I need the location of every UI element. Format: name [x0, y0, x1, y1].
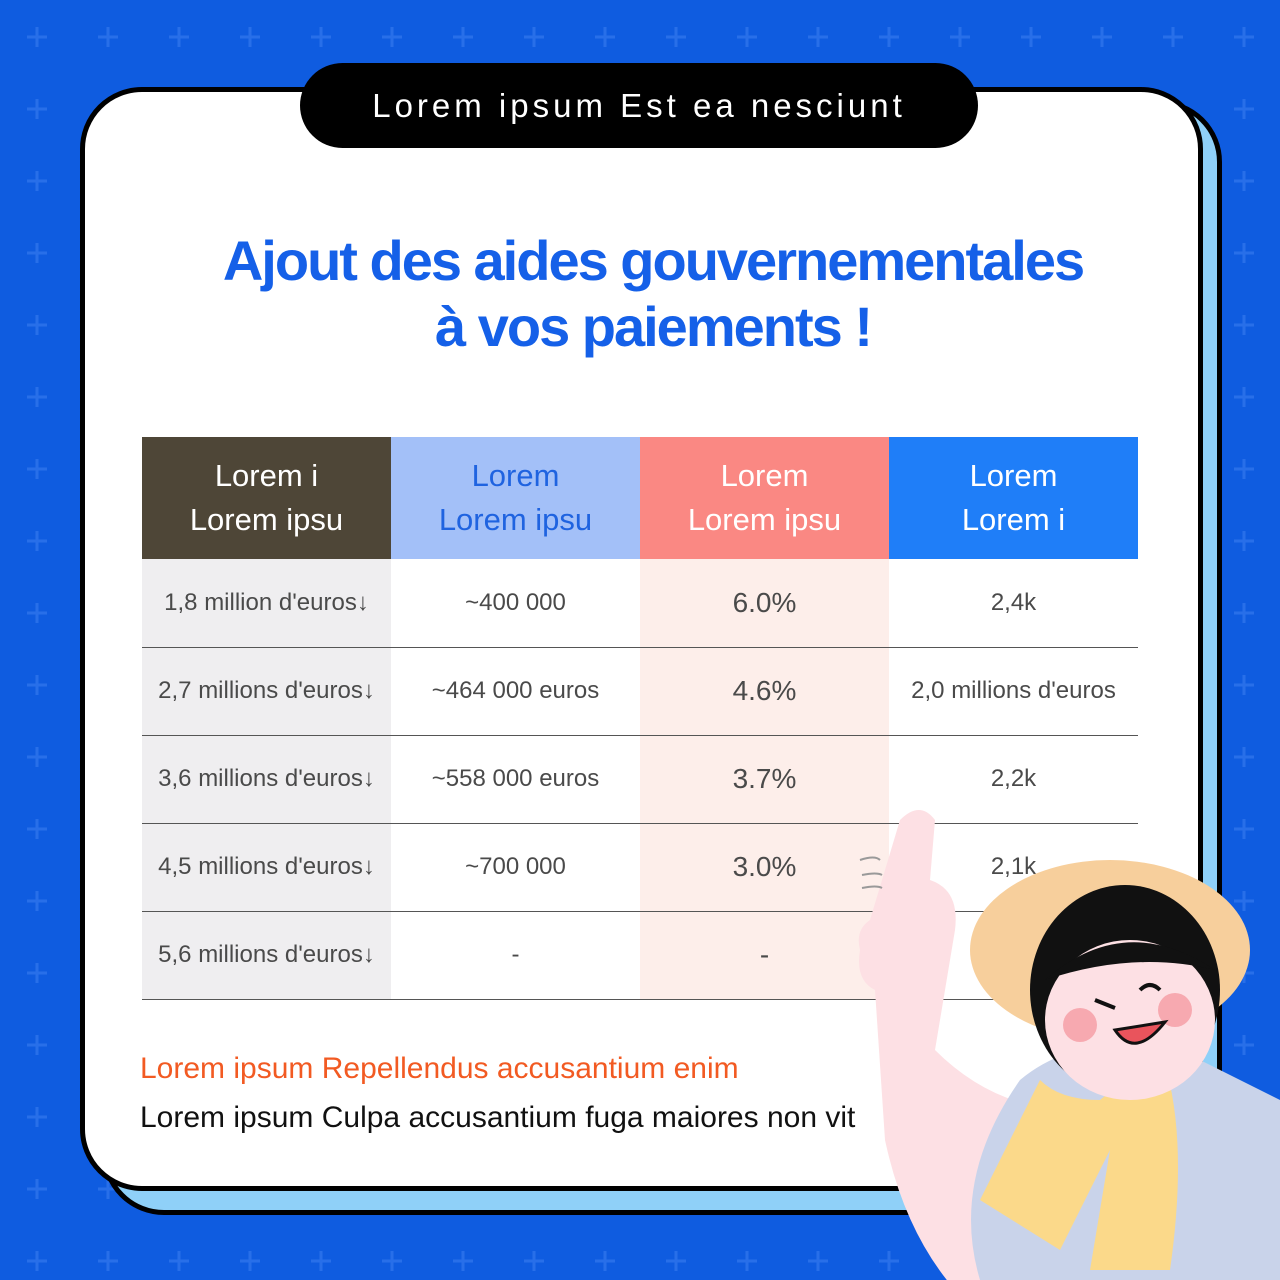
header-line: Lorem ipsu: [438, 502, 593, 537]
table-cell: ~558 000 euros: [391, 735, 640, 824]
thumbs-up-character-illustration: [858, 810, 1280, 1280]
table-cell: 3,6 millions d'euros↓: [142, 735, 391, 824]
table-cell: ~464 000 euros: [391, 647, 640, 736]
page-title: Ajout des aides gouvernementales à vos p…: [140, 228, 1166, 360]
body-note: Lorem ipsum Culpa accusantium fuga maior…: [140, 1101, 856, 1134]
table-cell: ~700 000: [391, 823, 640, 912]
table-cell: ~400 000: [391, 559, 640, 648]
column-header: Lorem Lorem ipsu: [640, 437, 889, 559]
table-row: 2,7 millions d'euros↓ ~464 000 euros 4.6% 2…: [142, 647, 1138, 736]
table-cell: 5,6 millions d'euros↓: [142, 911, 391, 1000]
table-row: 3,6 millions d'euros↓ ~558 000 euros 3.7% 2…: [142, 735, 1138, 824]
column-header: Lorem Lorem i: [889, 437, 1138, 559]
table-cell: 2,7 millions d'euros↓: [142, 647, 391, 736]
column-header: Lorem i Lorem ipsu: [142, 437, 391, 559]
table-cell: 6.0%: [640, 559, 889, 648]
header-line: Lorem i: [214, 458, 319, 493]
table-cell: 2,0 millions d'euros: [889, 647, 1138, 736]
table-cell: 3.0%: [640, 823, 889, 912]
header-line: Lorem ipsu: [189, 502, 344, 537]
column-header: Lorem Lorem ipsu: [391, 437, 640, 559]
table-cell: 1,8 million d'euros↓: [142, 559, 391, 648]
header-line: Lorem i: [961, 502, 1066, 537]
table-cell: -: [640, 911, 889, 1000]
table-cell: 4,5 millions d'euros↓: [142, 823, 391, 912]
table-cell: 4.6%: [640, 647, 889, 736]
table-cell: -: [391, 911, 640, 1000]
header-line: Lorem: [720, 458, 809, 493]
header-line: Lorem ipsu: [687, 502, 842, 537]
banner-pill: Lorem ipsum Est ea nesciunt: [300, 63, 978, 148]
title-line: à vos paiements !: [435, 295, 873, 358]
header-line: Lorem: [969, 458, 1058, 493]
header-line: Lorem: [471, 458, 560, 493]
table-row: 1,8 million d'euros↓ ~400 000 6.0% 2,4k: [142, 559, 1138, 648]
table-cell: 3.7%: [640, 735, 889, 824]
table-cell: 2,2k: [889, 735, 1138, 824]
title-line: Ajout des aides gouvernementales: [222, 229, 1085, 292]
table-cell: 2,4k: [889, 559, 1138, 648]
highlight-note: Lorem ipsum Repellendus accusantium enim: [140, 1052, 739, 1085]
